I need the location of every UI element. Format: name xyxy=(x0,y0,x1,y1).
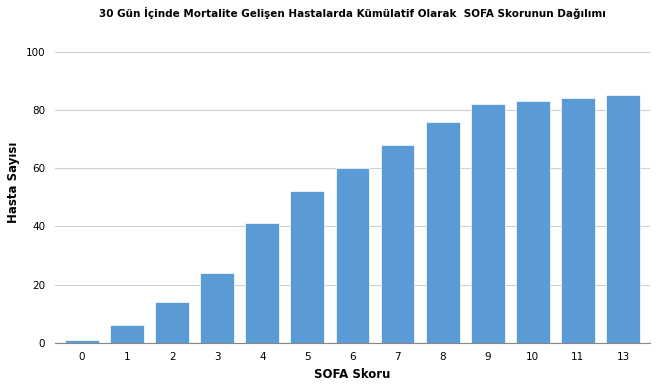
Bar xyxy=(606,95,640,343)
Bar xyxy=(516,101,550,343)
X-axis label: SOFA Skoru: SOFA Skoru xyxy=(314,368,391,381)
Bar xyxy=(245,223,279,343)
Title: 30 Gün İçinde Mortalite Gelişen Hastalarda Kümülatif Olarak  SOFA Skorunun Dağıl: 30 Gün İçinde Mortalite Gelişen Hastalar… xyxy=(99,7,606,19)
Y-axis label: Hasta Sayısı: Hasta Sayısı xyxy=(7,142,20,223)
Bar xyxy=(290,191,325,343)
Bar xyxy=(110,325,144,343)
Bar xyxy=(65,340,99,343)
Bar xyxy=(155,302,189,343)
Bar xyxy=(200,273,234,343)
Bar xyxy=(471,104,505,343)
Bar xyxy=(380,145,415,343)
Bar xyxy=(336,168,369,343)
Bar xyxy=(561,98,595,343)
Bar xyxy=(426,121,459,343)
